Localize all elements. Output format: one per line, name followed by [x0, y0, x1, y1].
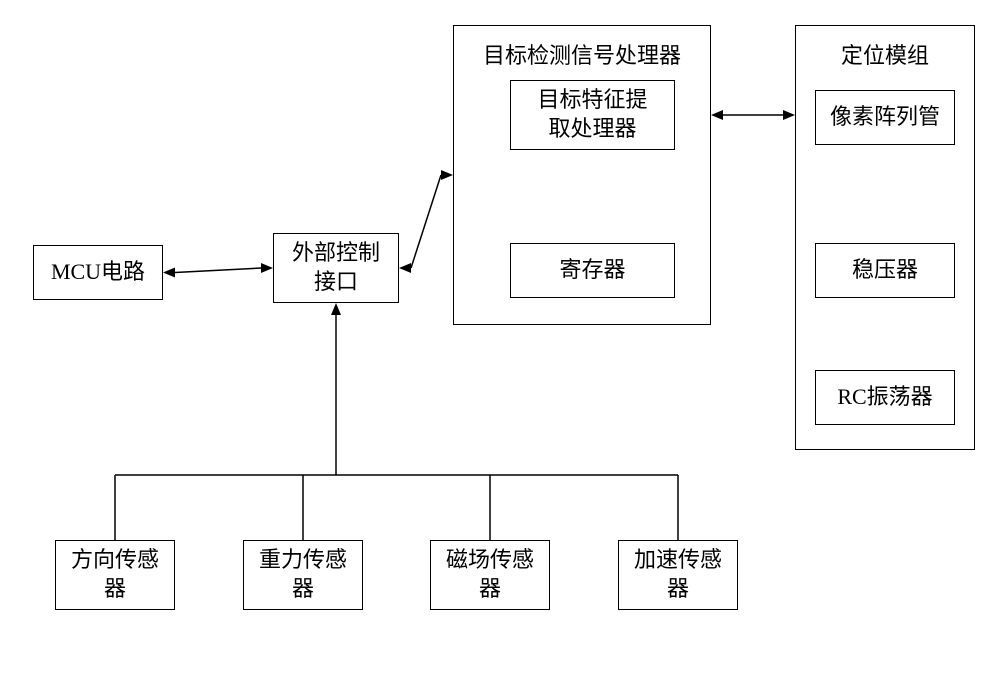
- node-dir: 方向传感 器: [55, 540, 175, 610]
- node-reg: 寄存器: [510, 243, 675, 298]
- node-grav: 重力传感 器: [243, 540, 363, 610]
- node-rc-label: RC振荡器: [837, 383, 932, 412]
- node-dir-label: 方向传感 器: [71, 546, 159, 603]
- group-dsp-title: 目标检测信号处理器: [454, 38, 710, 70]
- node-reg-label: 寄存器: [559, 256, 625, 285]
- group-pos-title: 定位模组: [796, 38, 974, 70]
- diagram-canvas: MCU电路 外部控制 接口 目标检测信号处理器 目标特征提 取处理器 寄存器 定…: [0, 0, 1000, 675]
- node-mcu: MCU电路: [33, 245, 163, 300]
- node-acc: 加速传感 器: [618, 540, 738, 610]
- node-regu: 稳压器: [815, 243, 955, 298]
- node-ext-if: 外部控制 接口: [273, 233, 399, 303]
- node-mcu-label: MCU电路: [51, 258, 145, 287]
- node-grav-label: 重力传感 器: [259, 546, 347, 603]
- node-ext-if-label: 外部控制 接口: [292, 239, 380, 296]
- node-feat: 目标特征提 取处理器: [510, 80, 675, 150]
- node-mag: 磁场传感 器: [430, 540, 550, 610]
- node-pixel-label: 像素阵列管: [830, 103, 940, 132]
- node-acc-label: 加速传感 器: [634, 546, 722, 603]
- node-rc: RC振荡器: [815, 370, 955, 425]
- node-mag-label: 磁场传感 器: [446, 546, 534, 603]
- node-regu-label: 稳压器: [852, 256, 918, 285]
- node-feat-label: 目标特征提 取处理器: [537, 86, 647, 143]
- node-pixel: 像素阵列管: [815, 90, 955, 145]
